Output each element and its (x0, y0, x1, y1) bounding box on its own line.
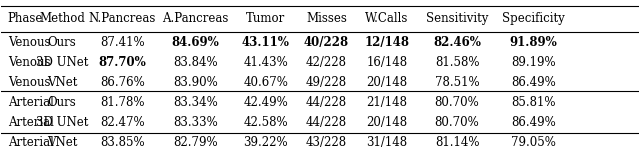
Text: 78.51%: 78.51% (435, 76, 479, 89)
Text: 44/228: 44/228 (306, 96, 347, 109)
Text: 39.22%: 39.22% (244, 135, 288, 149)
Text: Venous: Venous (8, 56, 51, 69)
Text: Venous: Venous (8, 36, 51, 49)
Text: 82.47%: 82.47% (100, 116, 145, 129)
Text: Arterial: Arterial (8, 96, 54, 109)
Text: Phase: Phase (8, 12, 43, 25)
Text: 81.58%: 81.58% (435, 56, 479, 69)
Text: 49/228: 49/228 (306, 76, 347, 89)
Text: 84.69%: 84.69% (172, 36, 220, 49)
Text: 21/148: 21/148 (367, 96, 408, 109)
Text: 3D UNet: 3D UNet (36, 116, 88, 129)
Text: 82.46%: 82.46% (433, 36, 481, 49)
Text: 82.79%: 82.79% (173, 135, 218, 149)
Text: N.Pancreas: N.Pancreas (89, 12, 156, 25)
Text: 44/228: 44/228 (306, 116, 347, 129)
Text: 16/148: 16/148 (366, 56, 408, 69)
Text: 42.49%: 42.49% (243, 96, 288, 109)
Text: 83.34%: 83.34% (173, 96, 218, 109)
Text: 86.76%: 86.76% (100, 76, 145, 89)
Text: 43.11%: 43.11% (242, 36, 290, 49)
Text: 42.58%: 42.58% (244, 116, 288, 129)
Text: 83.33%: 83.33% (173, 116, 218, 129)
Text: Method: Method (39, 12, 85, 25)
Text: 40.67%: 40.67% (243, 76, 288, 89)
Text: 91.89%: 91.89% (509, 36, 557, 49)
Text: 12/148: 12/148 (364, 36, 410, 49)
Text: 83.84%: 83.84% (173, 56, 218, 69)
Text: Arterial: Arterial (8, 116, 54, 129)
Text: Tumor: Tumor (246, 12, 285, 25)
Text: 40/228: 40/228 (304, 36, 349, 49)
Text: 86.49%: 86.49% (511, 76, 556, 89)
Text: Specificity: Specificity (502, 12, 565, 25)
Text: 43/228: 43/228 (306, 135, 347, 149)
Text: 81.78%: 81.78% (100, 96, 145, 109)
Text: 80.70%: 80.70% (435, 96, 479, 109)
Text: 31/148: 31/148 (366, 135, 408, 149)
Text: 81.14%: 81.14% (435, 135, 479, 149)
Text: 79.05%: 79.05% (511, 135, 556, 149)
Text: Sensitivity: Sensitivity (426, 12, 488, 25)
Text: VNet: VNet (47, 135, 77, 149)
Text: Arterial: Arterial (8, 135, 54, 149)
Text: 20/148: 20/148 (366, 116, 408, 129)
Text: 3D UNet: 3D UNet (36, 56, 88, 69)
Text: 87.41%: 87.41% (100, 36, 145, 49)
Text: 20/148: 20/148 (366, 76, 408, 89)
Text: Ours: Ours (47, 96, 76, 109)
Text: Venous: Venous (8, 76, 51, 89)
Text: A.Pancreas: A.Pancreas (163, 12, 229, 25)
Text: 80.70%: 80.70% (435, 116, 479, 129)
Text: 86.49%: 86.49% (511, 116, 556, 129)
Text: 41.43%: 41.43% (243, 56, 288, 69)
Text: 89.19%: 89.19% (511, 56, 556, 69)
Text: VNet: VNet (47, 76, 77, 89)
Text: Misses: Misses (306, 12, 347, 25)
Text: 83.90%: 83.90% (173, 76, 218, 89)
Text: 85.81%: 85.81% (511, 96, 556, 109)
Text: 42/228: 42/228 (306, 56, 347, 69)
Text: 87.70%: 87.70% (99, 56, 147, 69)
Text: W.Calls: W.Calls (365, 12, 408, 25)
Text: Ours: Ours (47, 36, 76, 49)
Text: 83.85%: 83.85% (100, 135, 145, 149)
